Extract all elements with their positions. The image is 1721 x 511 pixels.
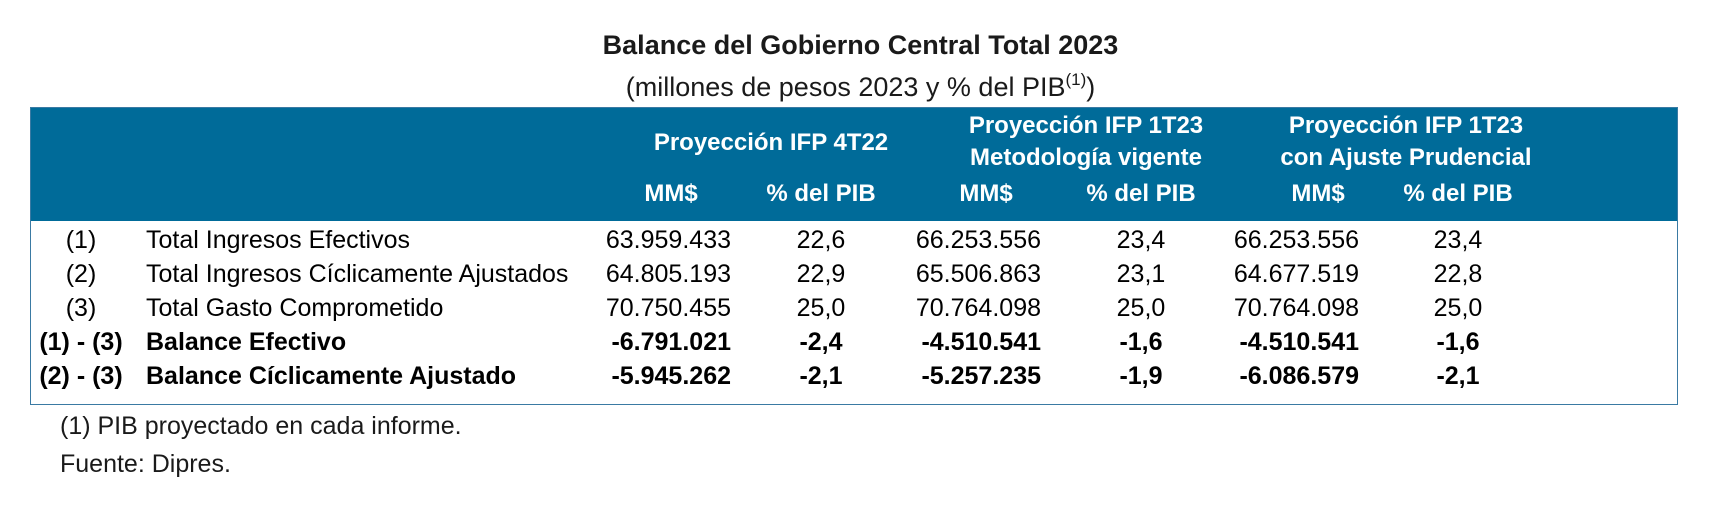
table-header: Proyección IFP 4T22 Proyección IFP 1T23 … xyxy=(31,108,1677,221)
cell-pib-1: 22,6 xyxy=(796,226,846,254)
cell-pib-1: -2,1 xyxy=(799,362,843,390)
row-label: Balance Efectivo xyxy=(146,328,347,356)
cell-mm-1: -6.791.021 xyxy=(611,328,731,356)
row-label: Total Ingresos Cíclicamente Ajustados xyxy=(146,260,569,288)
row-label: Balance Cíclicamente Ajustado xyxy=(146,362,517,390)
subcol-mm-2: MM$ xyxy=(959,180,1013,207)
cell-mm-2: 65.506.863 xyxy=(915,260,1041,288)
cell-pib-2: 25,0 xyxy=(1116,294,1166,322)
subtitle-footnote-marker: (1) xyxy=(1065,70,1087,89)
subcol-pib-1: % del PIB xyxy=(766,180,876,207)
row-id: (2) - (3) xyxy=(39,362,123,390)
footnote: (1) PIB proyectado en cada informe. xyxy=(60,412,462,440)
row-id: (1) - (3) xyxy=(39,328,123,356)
table-subtitle: (millones de pesos 2023 y % del PIB(1)) xyxy=(0,70,1721,103)
group-header-line: Metodología vigente xyxy=(969,144,1202,171)
group-header-ifp-4t22: Proyección IFP 4T22 xyxy=(611,116,931,169)
row-id: (3) xyxy=(65,294,97,322)
cell-mm-1: -5.945.262 xyxy=(611,362,731,390)
cell-pib-1: -2,4 xyxy=(799,328,843,356)
cell-mm-3: 64.677.519 xyxy=(1233,260,1359,288)
cell-pib-3: -1,6 xyxy=(1436,328,1480,356)
cell-pib-2: -1,6 xyxy=(1119,328,1163,356)
balance-table: Proyección IFP 4T22 Proyección IFP 1T23 … xyxy=(30,107,1678,405)
subtitle-text: (millones de pesos 2023 y % del PIB xyxy=(625,72,1066,102)
cell-mm-1: 64.805.193 xyxy=(605,260,731,288)
group-header-line: Proyección IFP 1T23 xyxy=(1288,112,1524,139)
subcol-pib-3: % del PIB xyxy=(1403,180,1513,207)
table-title: Balance del Gobierno Central Total 2023 xyxy=(602,30,1119,60)
cell-mm-1: 63.959.433 xyxy=(605,226,731,254)
cell-pib-3: -2,1 xyxy=(1436,362,1480,390)
cell-mm-3: -4.510.541 xyxy=(1239,328,1359,356)
subcol-mm-1: MM$ xyxy=(644,180,698,207)
cell-mm-3: 66.253.556 xyxy=(1233,226,1359,254)
cell-mm-3: -6.086.579 xyxy=(1239,362,1359,390)
group-header-line: con Ajuste Prudencial xyxy=(1280,144,1532,171)
cell-mm-2: 66.253.556 xyxy=(915,226,1041,254)
cell-pib-2: -1,9 xyxy=(1119,362,1163,390)
group-header-ifp-1t23-prudencial: Proyección IFP 1T23 con Ajuste Prudencia… xyxy=(1241,108,1571,176)
subtitle-close: ) xyxy=(1086,72,1096,102)
cell-pib-2: 23,1 xyxy=(1116,260,1166,288)
group-header-line: Proyección IFP 1T23 xyxy=(968,112,1204,139)
cell-pib-1: 25,0 xyxy=(796,294,846,322)
group-header-line: Proyección IFP 4T22 xyxy=(653,129,889,156)
cell-pib-1: 22,9 xyxy=(796,260,846,288)
cell-mm-3: 70.764.098 xyxy=(1233,294,1359,322)
cell-pib-3: 23,4 xyxy=(1433,226,1483,254)
cell-mm-2: -4.510.541 xyxy=(921,328,1041,356)
source-note: Fuente: Dipres. xyxy=(60,450,231,478)
row-label: Total Gasto Comprometido xyxy=(146,294,444,322)
row-id: (1) xyxy=(65,226,97,254)
subcol-pib-2: % del PIB xyxy=(1086,180,1196,207)
cell-mm-1: 70.750.455 xyxy=(605,294,731,322)
cell-pib-2: 23,4 xyxy=(1116,226,1166,254)
cell-mm-2: -5.257.235 xyxy=(921,362,1041,390)
cell-pib-3: 25,0 xyxy=(1433,294,1483,322)
cell-mm-2: 70.764.098 xyxy=(915,294,1041,322)
group-header-ifp-1t23-vigente: Proyección IFP 1T23 Metodología vigente xyxy=(926,108,1246,176)
subcol-mm-3: MM$ xyxy=(1291,180,1345,207)
row-label: Total Ingresos Efectivos xyxy=(146,226,411,254)
cell-pib-3: 22,8 xyxy=(1433,260,1483,288)
row-id: (2) xyxy=(65,260,97,288)
